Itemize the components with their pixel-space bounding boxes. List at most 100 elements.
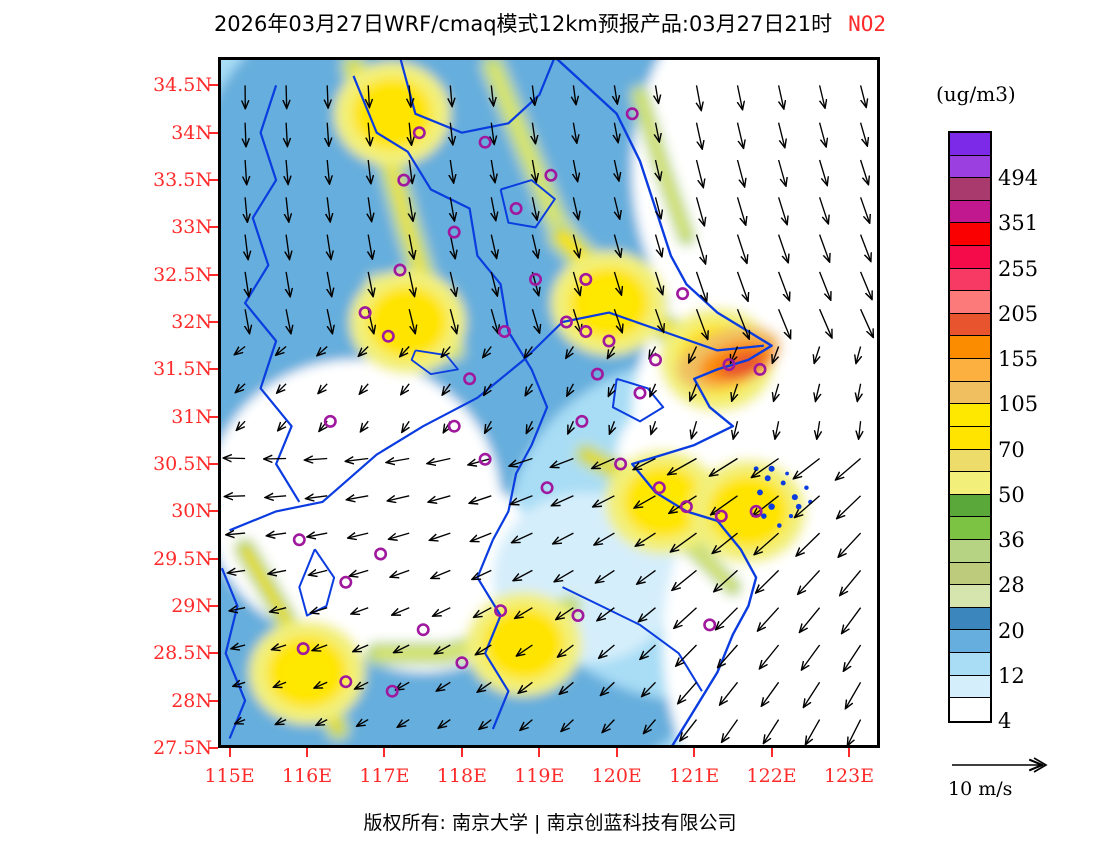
wind-scale-arrow-icon bbox=[948, 752, 1058, 778]
colorbar-tick-label: 20 bbox=[998, 619, 1025, 643]
latitude-tick-label: 29.5N bbox=[153, 548, 212, 570]
copyright-notice: 版权所有: 南京大学 | 南京创蓝科技有限公司 bbox=[0, 808, 1100, 835]
colorbar-cell bbox=[950, 472, 990, 495]
colorbar-cell bbox=[950, 269, 990, 292]
colorbar-cell bbox=[950, 314, 990, 337]
colorbar-tick-label: 205 bbox=[998, 302, 1038, 326]
latitude-tick-label: 31N bbox=[171, 406, 212, 428]
wind-scale-label: 10 m/s bbox=[948, 778, 1012, 800]
longitude-tick-label: 122E bbox=[747, 765, 797, 787]
latitude-tick-label: 29N bbox=[171, 595, 212, 617]
longitude-tick-label: 115E bbox=[205, 765, 255, 787]
colorbar-unit-label: (ug/m3) bbox=[936, 82, 1016, 106]
latitude-tick-mark bbox=[209, 226, 218, 228]
title-main-text: 2026年03月27日WRF/cmaq模式12km预报产品:03月27日21时 bbox=[214, 12, 832, 36]
colorbar-tick-label: 70 bbox=[998, 438, 1025, 462]
colorbar-tick-label: 255 bbox=[998, 257, 1038, 281]
latitude-tick-mark bbox=[209, 84, 218, 86]
colorbar-cell bbox=[950, 698, 990, 721]
colorbar-cell bbox=[950, 585, 990, 608]
latitude-tick-label: 34.5N bbox=[153, 74, 212, 96]
colorbar-cell bbox=[950, 427, 990, 450]
latitude-tick-label: 32N bbox=[171, 311, 212, 333]
colorbar-cell bbox=[950, 201, 990, 224]
wind-arrow bbox=[264, 459, 286, 460]
colorbar-cell bbox=[950, 495, 990, 518]
latitude-tick-mark bbox=[209, 605, 218, 607]
colorbar-cell bbox=[950, 450, 990, 473]
colorbar-cell bbox=[950, 359, 990, 382]
colorbar-tick-label: 155 bbox=[998, 347, 1038, 371]
longitude-tick-mark bbox=[383, 748, 385, 757]
colorbar-cell bbox=[950, 517, 990, 540]
wind-arrow bbox=[245, 123, 246, 147]
colorbar-cell bbox=[950, 563, 990, 586]
wind-arrow bbox=[327, 85, 328, 107]
latitude-tick-mark bbox=[209, 416, 218, 418]
longitude-tick-mark bbox=[693, 748, 695, 757]
longitude-tick-mark bbox=[461, 748, 463, 757]
concentration-contour-map[interactable] bbox=[218, 57, 880, 748]
latitude-tick-mark bbox=[209, 652, 218, 654]
colorbar-cell bbox=[950, 404, 990, 427]
latitude-tick-mark bbox=[209, 747, 218, 749]
colorbar-cell bbox=[950, 133, 990, 156]
longitude-tick-label: 117E bbox=[359, 765, 409, 787]
latitude-tick-label: 32.5N bbox=[153, 264, 212, 286]
latitude-axis-labels: 34.5N 34N 33.5N 33N 32.5N 32N 31.5N 31N 30.5N 30N… bbox=[120, 0, 212, 850]
latitude-tick-label: 33N bbox=[171, 216, 212, 238]
latitude-tick-label: 34N bbox=[171, 122, 212, 144]
latitude-tick-label: 30.5N bbox=[153, 453, 212, 475]
longitude-tick-label: 120E bbox=[592, 765, 642, 787]
colorbar-cell bbox=[950, 382, 990, 405]
colorbar-cell bbox=[950, 246, 990, 269]
forecast-map-panel[interactable] bbox=[218, 57, 880, 748]
longitude-tick-label: 119E bbox=[514, 765, 564, 787]
colorbar-cell bbox=[950, 630, 990, 653]
latitude-tick-label: 31.5N bbox=[153, 358, 212, 380]
latitude-tick-mark bbox=[209, 274, 218, 276]
colorbar-cell bbox=[950, 178, 990, 201]
longitude-axis-labels: 115E 116E 117E 118E 119E 120E 121E 122E 123E bbox=[0, 757, 1100, 787]
wind-arrow bbox=[225, 496, 246, 497]
colorbar-tick-label: 36 bbox=[998, 528, 1025, 552]
colorbar-tick-label: 4 bbox=[998, 709, 1011, 733]
longitude-tick-mark bbox=[306, 748, 308, 757]
colorbar-cell bbox=[950, 608, 990, 631]
longitude-tick-label: 123E bbox=[824, 765, 874, 787]
colorbar-tick-labels: 494 351 255 205 155 105 70 50 36 28 20 12 4 bbox=[998, 131, 1088, 731]
longitude-tick-mark bbox=[229, 748, 231, 757]
longitude-tick-mark bbox=[771, 748, 773, 757]
colorbar-tick-label: 105 bbox=[998, 392, 1038, 416]
longitude-tick-label: 118E bbox=[437, 765, 487, 787]
colorbar-cell bbox=[950, 676, 990, 699]
colorbar[interactable] bbox=[948, 131, 992, 723]
latitude-tick-label: 33.5N bbox=[153, 169, 212, 191]
latitude-tick-label: 27.5N bbox=[153, 737, 212, 759]
colorbar-tick-label: 351 bbox=[998, 211, 1038, 235]
latitude-tick-mark bbox=[209, 463, 218, 465]
latitude-tick-label: 28N bbox=[171, 690, 212, 712]
longitude-tick-mark bbox=[848, 748, 850, 757]
colorbar-cell bbox=[950, 156, 990, 179]
latitude-tick-mark bbox=[209, 179, 218, 181]
concentration-field bbox=[218, 57, 880, 748]
wind-arrow bbox=[286, 85, 287, 108]
colorbar-cell bbox=[950, 336, 990, 359]
colorbar-cell bbox=[950, 223, 990, 246]
latitude-tick-mark bbox=[209, 510, 218, 512]
wind-arrow bbox=[223, 458, 245, 459]
colorbar-tick-label: 12 bbox=[998, 664, 1025, 688]
longitude-tick-mark bbox=[538, 748, 540, 757]
longitude-tick-label: 116E bbox=[282, 765, 332, 787]
longitude-tick-label: 121E bbox=[669, 765, 719, 787]
latitude-tick-mark bbox=[209, 700, 218, 702]
colorbar-cell bbox=[950, 291, 990, 314]
wind-scale-legend: 10 m/s bbox=[948, 752, 1088, 812]
latitude-tick-mark bbox=[209, 132, 218, 134]
latitude-tick-label: 28.5N bbox=[153, 642, 212, 664]
colorbar-tick-label: 28 bbox=[998, 573, 1025, 597]
colorbar-tick-label: 494 bbox=[998, 166, 1038, 190]
latitude-tick-label: 30N bbox=[171, 500, 212, 522]
latitude-tick-mark bbox=[209, 368, 218, 370]
